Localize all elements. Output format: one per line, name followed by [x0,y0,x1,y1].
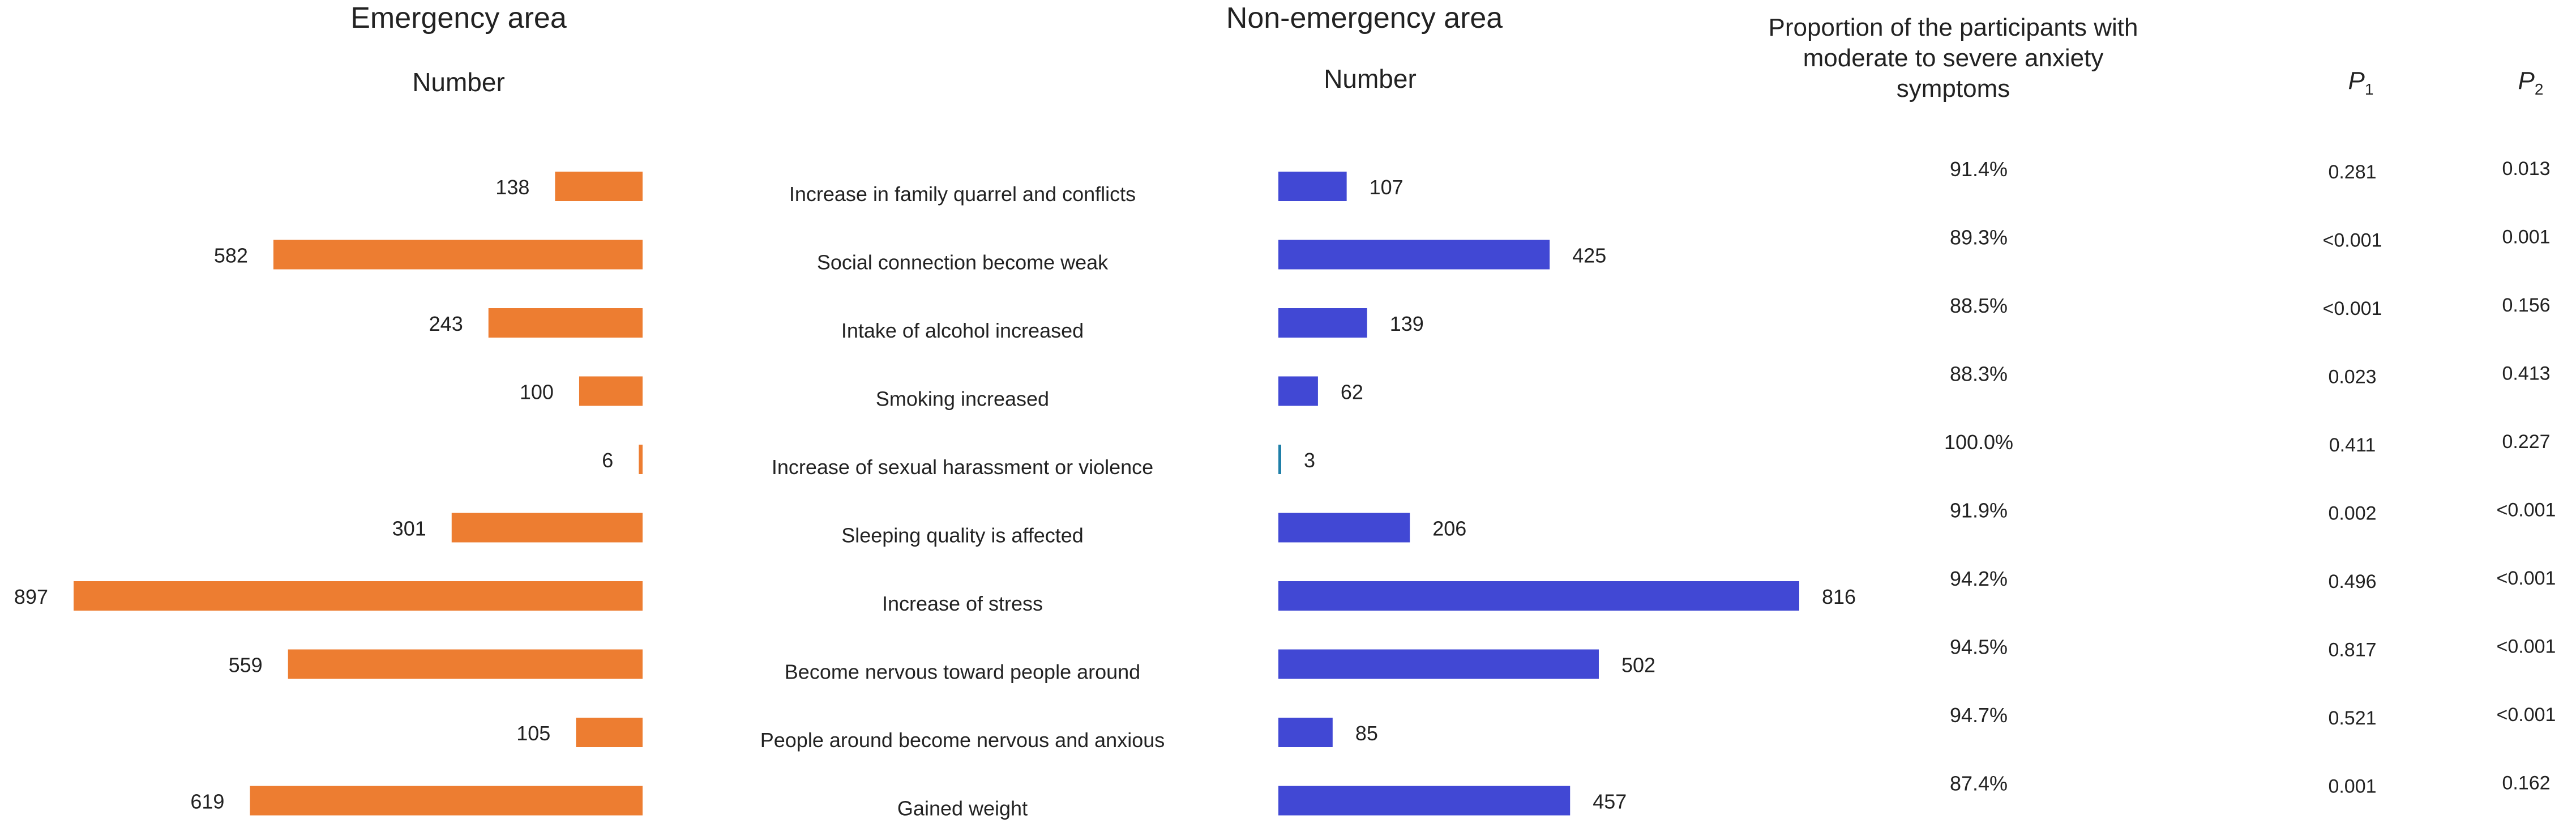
non-emergency-bar [1278,308,1367,338]
p1-value: <0.001 [2323,230,2382,251]
p1-value: <0.001 [2323,298,2382,319]
non-emergency-bar [1278,445,1281,474]
non-emergency-bar-label: 85 [1355,722,1378,745]
proportion-value: 100.0% [1944,430,2013,454]
non-emergency-xlabel: Number [1324,64,1417,93]
emergency-bar-label: 301 [392,517,426,540]
proportion-value: 94.7% [1950,704,2008,727]
p1-header: P1 [2338,67,2384,99]
p1-value: 0.023 [2328,366,2376,388]
p1-value: 0.496 [2328,571,2376,592]
p1-header-letter: P [2348,67,2365,95]
p2-header-sub: 2 [2534,80,2544,98]
emergency-bar-label: 105 [516,722,550,745]
non-emergency-bar-label: 62 [1341,381,1363,404]
p2-value: 0.227 [2502,431,2550,453]
non-emergency-bar [1278,786,1571,816]
emergency-bar-label: 138 [495,176,529,199]
p2-header: P2 [2508,67,2553,99]
p1-value: 0.001 [2328,776,2376,798]
p1-value: 0.817 [2328,640,2376,661]
proportion-value: 91.4% [1950,157,2008,181]
emergency-bar-label: 619 [190,790,224,813]
category-label: Smoking increased [876,387,1049,411]
category-label: Social connection become weak [817,251,1109,274]
emergency-bar-label: 100 [520,381,554,404]
non-emergency-bar [1278,513,1410,543]
p2-value: <0.001 [2497,568,2556,589]
proportion-value: 88.3% [1950,363,2008,386]
emergency-bar [273,240,643,270]
emergency-bar [250,786,643,816]
emergency-bar-label: 582 [214,244,248,267]
category-label: Gained weight [897,797,1028,820]
p2-value: 0.413 [2502,363,2550,385]
non-emergency-bar-label: 107 [1370,176,1403,199]
emergency-bar [576,718,643,747]
proportion-header: Proportion of the participants with mode… [1768,14,2138,103]
p1-value: 0.521 [2328,707,2376,729]
proportion-value: 89.3% [1950,226,2008,249]
non-emergency-bar-label: 457 [1593,790,1627,813]
emergency-bar [555,172,643,201]
proportion-value: 94.2% [1950,567,2008,590]
non-emergency-bar-label: 816 [1822,585,1856,608]
proportion-value: 87.4% [1950,772,2008,795]
category-label: Sleeping quality is affected [841,524,1084,547]
proportion-value: 91.9% [1950,499,2008,522]
emergency-title: Emergency area [350,2,567,35]
proportion-value: 94.5% [1950,636,2008,659]
p1-value: 0.281 [2328,161,2376,183]
non-emergency-bar-label: 3 [1304,449,1315,472]
emergency-bar [639,445,643,474]
emergency-bar-label: 243 [429,312,463,335]
emergency-bar-label: 6 [602,449,613,472]
non-emergency-bar-label: 206 [1432,517,1466,540]
non-emergency-title: Non-emergency area [1226,2,1503,35]
non-emergency-bar [1278,581,1799,611]
proportion-value: 88.5% [1950,294,2008,317]
p2-value: 0.013 [2502,158,2550,180]
emergency-bar [74,581,643,611]
p2-value: <0.001 [2497,500,2556,521]
emergency-xlabel: Number [412,67,505,97]
p2-value: 0.156 [2502,295,2550,316]
non-emergency-bar-label: 425 [1572,244,1606,267]
category-label: Increase of sexual harassment or violenc… [772,455,1153,479]
p2-value: 0.001 [2502,227,2550,248]
p1-value: 0.411 [2329,434,2376,456]
non-emergency-bar [1278,240,1550,270]
p1-header-sub: 1 [2364,80,2374,98]
category-label: People around become nervous and anxious [760,728,1165,752]
p1-value: 0.002 [2328,503,2376,525]
p2-value: 0.162 [2502,773,2550,794]
emergency-bar [579,376,643,406]
non-emergency-bar [1278,376,1318,406]
emergency-bar [488,308,643,338]
non-emergency-bar [1278,649,1599,679]
category-label: Increase in family quarrel and conflicts [789,182,1136,206]
category-label: Intake of alcohol increased [841,319,1084,342]
p2-value: <0.001 [2497,636,2556,658]
emergency-bar-label: 559 [229,654,263,677]
p2-header-letter: P [2518,67,2535,95]
non-emergency-bar [1278,172,1347,201]
category-label: Become nervous toward people around [785,660,1140,684]
emergency-bar-label: 897 [14,585,48,608]
p2-value: <0.001 [2497,704,2556,726]
non-emergency-bar [1278,718,1333,747]
emergency-bar [451,513,643,543]
non-emergency-bar-label: 502 [1621,654,1655,677]
non-emergency-bar-label: 139 [1390,312,1424,335]
emergency-bar [288,649,643,679]
category-label: Increase of stress [882,592,1043,615]
